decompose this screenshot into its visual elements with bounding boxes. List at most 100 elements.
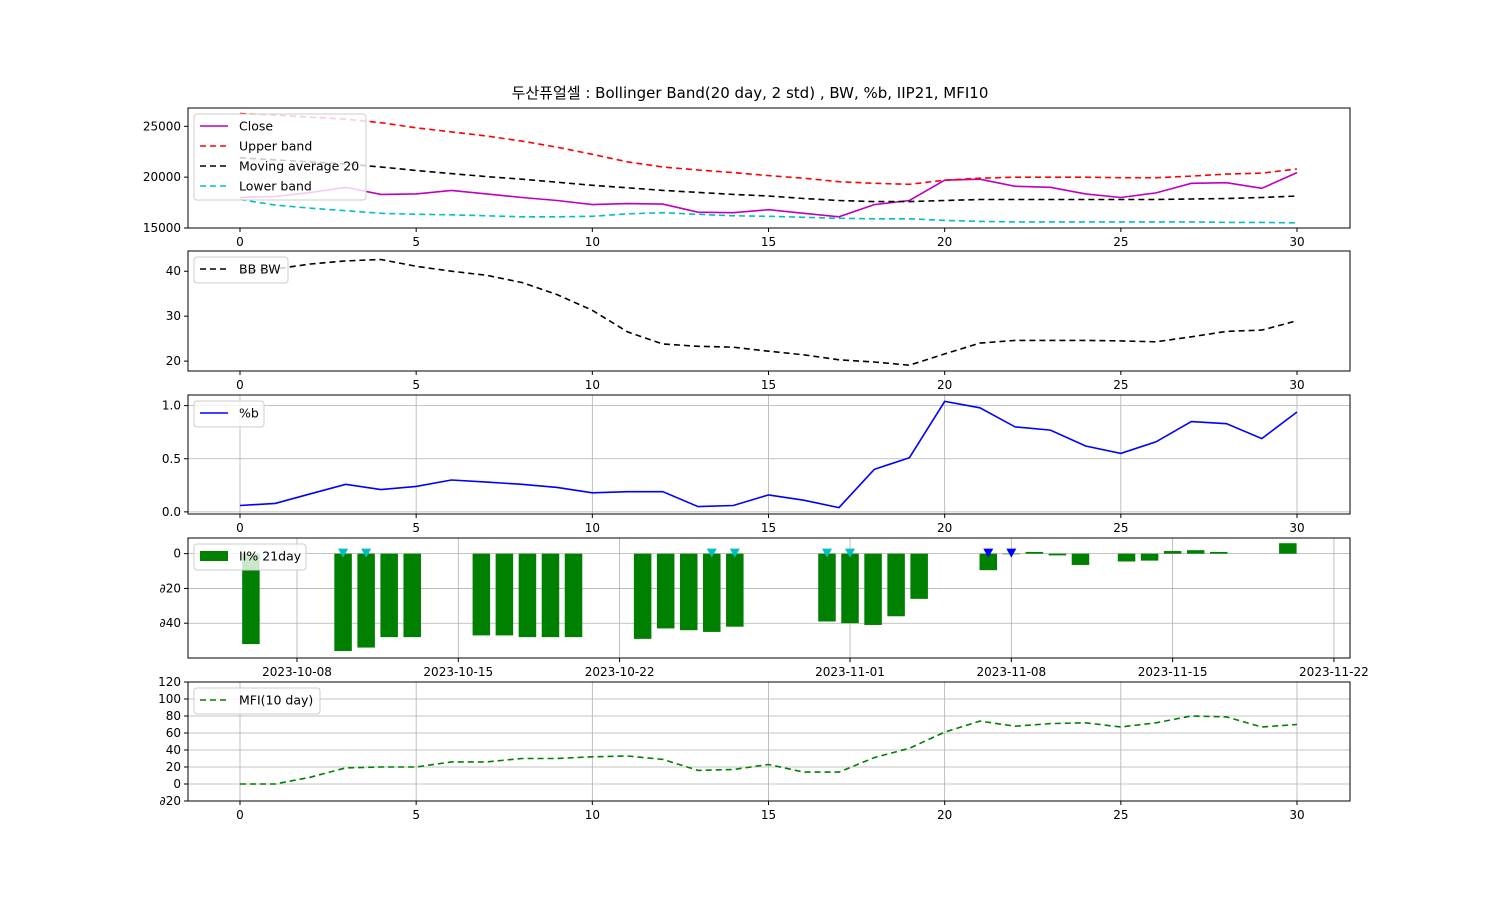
series-line-lower-band — [239, 198, 1298, 224]
y-tick-label: 25000 — [143, 119, 181, 133]
bar-iip21 — [403, 553, 421, 638]
bar-iip21 — [818, 553, 836, 622]
legend-bandwidth: BB BW — [193, 256, 289, 284]
bar-iip21 — [864, 553, 882, 625]
bar-iip21 — [679, 553, 698, 631]
series-line-upper-band — [239, 112, 1298, 186]
x-tick-label: 5 — [412, 521, 420, 535]
x-tick-label: 0 — [236, 521, 244, 535]
x-tick-label: 10 — [585, 378, 600, 392]
series-line-bb-bw — [239, 258, 1298, 367]
chart-title: 두산퓨얼셀 : Bollinger Band(20 day, 2 std) , … — [511, 84, 989, 102]
x-tick-label: 2023-11-01 — [815, 665, 885, 679]
x-tick-label: 20 — [937, 521, 952, 535]
legend-label: BB BW — [239, 262, 281, 277]
y-tick-label: 100 — [158, 692, 181, 706]
x-tick-label: 5 — [412, 378, 420, 392]
legend-label: MFI(10 day) — [239, 693, 313, 708]
y-tick-label: 20 — [166, 354, 181, 368]
bar-iip21 — [1186, 550, 1205, 554]
y-tick-label: 40 — [166, 743, 181, 757]
y-tick-label: ∂20 — [160, 794, 181, 808]
bar-iip21 — [1048, 553, 1067, 556]
y-tick-label: 60 — [166, 726, 181, 740]
signal-marker — [821, 548, 832, 558]
bar-iip21 — [495, 553, 514, 636]
x-tick-label: 5 — [412, 808, 420, 822]
y-tick-label: 80 — [166, 709, 181, 723]
y-tick-label: 0.5 — [162, 452, 181, 466]
y-tick-label: ∂40 — [160, 616, 181, 630]
legend-label: %b — [239, 406, 259, 421]
x-tick-label: 30 — [1289, 378, 1304, 392]
x-tick-label: 15 — [761, 378, 776, 392]
legend-box — [193, 543, 307, 571]
x-tick-label: 30 — [1289, 521, 1304, 535]
y-tick-label: 120 — [158, 675, 181, 689]
x-tick-label: 0 — [236, 378, 244, 392]
bar-iip21 — [541, 553, 560, 638]
x-tick-label: 15 — [761, 808, 776, 822]
axes-frame — [187, 394, 1351, 515]
bar-iip21 — [656, 553, 675, 629]
legend-iip21: II% 21day — [193, 543, 307, 571]
x-tick-label: 20 — [937, 235, 952, 249]
axes-frame — [187, 537, 1351, 659]
x-tick-label: 2023-11-22 — [1299, 665, 1369, 679]
bar-iip21 — [1163, 551, 1182, 554]
y-tick-label: 1.0 — [162, 399, 181, 413]
legend-label: Moving average 20 — [239, 159, 359, 174]
x-tick-label: 5 — [412, 235, 420, 249]
x-tick-label: 25 — [1113, 378, 1128, 392]
legend-swatch — [200, 551, 228, 561]
bar-iip21 — [472, 553, 491, 636]
bar-iip21 — [1279, 543, 1297, 554]
legend-label: Upper band — [239, 139, 312, 154]
y-tick-label: 0 — [173, 547, 181, 561]
x-tick-label: 2023-10-08 — [262, 665, 332, 679]
y-tick-label: 20000 — [143, 170, 181, 184]
legend-bollinger: Close Upper band Moving average 20 Lower ba… — [193, 113, 367, 201]
legend-percent-b: %b — [193, 400, 265, 428]
bar-iip21 — [979, 553, 998, 571]
signal-marker — [729, 548, 740, 558]
x-tick-label: 0 — [236, 235, 244, 249]
x-tick-label: 20 — [937, 808, 952, 822]
x-tick-label: 25 — [1113, 808, 1128, 822]
y-tick-label: 0.0 — [162, 505, 181, 519]
legend-label: II% 21day — [239, 549, 302, 564]
bar-iip21 — [1209, 551, 1228, 554]
bar-iip21 — [1025, 551, 1044, 554]
x-tick-label: 15 — [761, 235, 776, 249]
x-tick-label: 2023-11-08 — [976, 665, 1046, 679]
y-tick-label: ∂20 — [160, 581, 181, 595]
y-tick-label: 20 — [166, 760, 181, 774]
bar-iip21 — [703, 553, 721, 632]
signal-marker — [845, 548, 856, 558]
bar-iip21 — [242, 553, 260, 645]
signal-marker — [338, 548, 349, 558]
series-line-close — [239, 171, 1298, 218]
legend-label: Close — [239, 119, 273, 134]
x-tick-label: 10 — [585, 808, 600, 822]
legend-box — [193, 687, 321, 715]
bar-iip21 — [841, 553, 859, 624]
signal-marker — [983, 548, 994, 558]
axes-frame — [187, 681, 1351, 802]
bar-iip21 — [633, 553, 652, 639]
legend-box — [193, 256, 289, 284]
legend-box — [193, 400, 265, 428]
x-tick-label: 10 — [585, 235, 600, 249]
y-tick-label: 40 — [166, 264, 181, 278]
x-tick-label: 25 — [1113, 235, 1128, 249]
x-tick-label: 10 — [585, 521, 600, 535]
bar-iip21 — [334, 553, 352, 652]
axes-frame — [187, 250, 1351, 372]
panel-bandwidth: 20 30 40 0 5 10 15 20 25 30 BB BW — [166, 250, 1351, 392]
series-line-%b — [239, 400, 1298, 509]
legend-label: Lower band — [239, 179, 312, 194]
panel-iip21: 0 ∂20 ∂40 2023-10-08 2023-10-15 2023-10-22 202… — [160, 537, 1369, 679]
legend-box — [193, 113, 367, 201]
y-tick-label: 15000 — [143, 221, 181, 235]
x-tick-label: 30 — [1289, 808, 1304, 822]
